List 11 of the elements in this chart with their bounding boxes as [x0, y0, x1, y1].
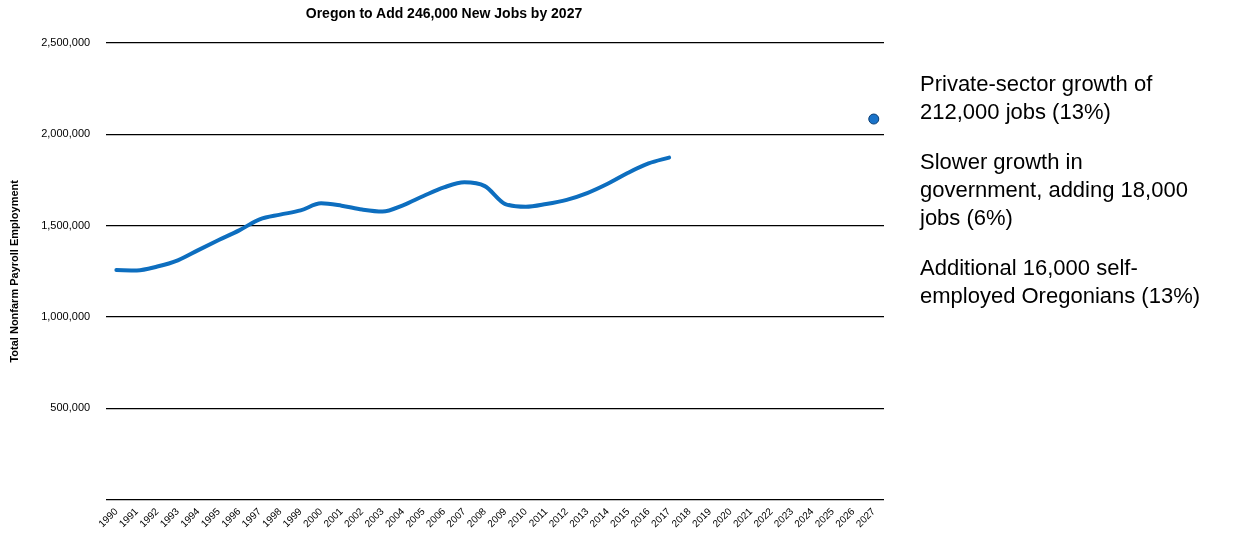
chart-title: Oregon to Add 246,000 New Jobs by 2027	[305, 5, 583, 22]
y-tick-label: 1,500,000	[41, 218, 91, 231]
text: Private-sector growth of 212,000 jobs (13%)	[920, 70, 1154, 126]
y-tick-label: 2,500,000	[41, 35, 91, 48]
y-tick-label: 1,000,000	[41, 310, 91, 323]
line-series	[114, 155, 672, 273]
y-tick-label: 2,000,000	[41, 127, 91, 140]
y-axis-title: Total Nonfarm Payroll Employment	[7, 179, 20, 363]
y-tick-label: 500,000	[50, 401, 91, 414]
text: Slower growth in government, adding 18,000 jobs (6%)	[920, 148, 1189, 232]
text: Additional 16,000 self-employed Oregonians (13%)	[920, 254, 1202, 310]
